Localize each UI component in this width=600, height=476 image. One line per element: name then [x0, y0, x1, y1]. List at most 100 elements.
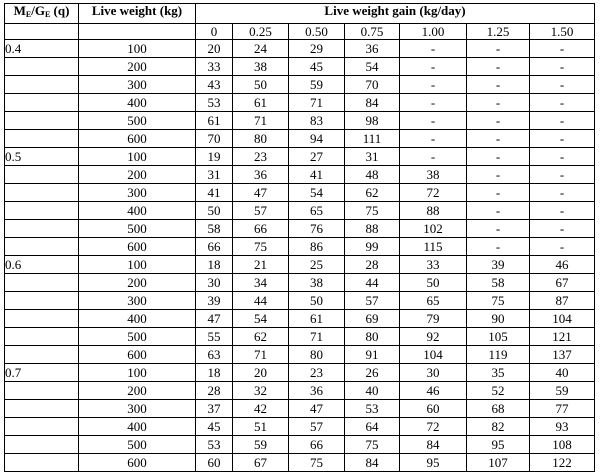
value-cell: 57: [232, 201, 289, 220]
gain-level-header: 0.75: [344, 23, 400, 40]
table-row: 400 53 61 71 84- - -: [4, 93, 596, 112]
value-cell: 39: [466, 255, 530, 274]
value-cell: 33: [195, 57, 233, 76]
value-cell: -: [528, 237, 596, 256]
value-cell: 75: [466, 291, 530, 310]
value-cell: 119: [466, 345, 530, 364]
value-cell: -: [466, 75, 530, 94]
live-weight-cell: 100: [78, 39, 196, 58]
value-cell: 29: [288, 39, 345, 58]
live-weight-cell: 300: [78, 291, 196, 310]
table-row: 600 66 75 86 99 115- -: [4, 237, 596, 256]
value-cell: 121: [528, 327, 596, 346]
value-cell: 59: [232, 435, 289, 454]
value-cell: 75: [344, 435, 400, 454]
value-cell: 58: [195, 219, 233, 238]
value-cell: -: [528, 111, 596, 130]
value-cell: 45: [195, 417, 233, 436]
value-cell: 31: [195, 165, 233, 184]
value-cell: 79: [399, 309, 467, 328]
value-cell: -: [466, 39, 530, 58]
value-cell: 105: [466, 327, 530, 346]
value-cell: 102: [399, 219, 467, 238]
q-ratio-cell: 0.4: [4, 39, 79, 58]
table-row: 500 58 66 76 88 102- -: [4, 219, 596, 238]
value-cell: 104: [528, 309, 596, 328]
value-cell: 65: [288, 201, 345, 220]
value-cell: 63: [195, 345, 233, 364]
value-cell: 84: [399, 435, 467, 454]
value-cell: -: [528, 129, 596, 148]
q-ratio-cell: [4, 381, 79, 400]
value-cell: 48: [344, 165, 400, 184]
value-cell: 40: [344, 381, 400, 400]
feed-requirement-table: ME/GE (q) Live weight (kg) Live weight g…: [4, 3, 596, 472]
value-cell: 52: [466, 381, 530, 400]
value-cell: 61: [232, 93, 289, 112]
header-row: ME/GE (q) Live weight (kg) Live weight g…: [4, 3, 596, 24]
value-cell: 23: [288, 363, 345, 382]
q-ratio-cell: [4, 57, 79, 76]
value-cell: -: [466, 129, 530, 148]
value-cell: -: [466, 93, 530, 112]
value-cell: 38: [288, 273, 345, 292]
q-ratio-cell: [4, 399, 79, 418]
value-cell: 47: [195, 309, 233, 328]
live-weight-cell: 500: [78, 111, 196, 130]
table-row: 0.7 100 18 20 23 26 30 35 40: [4, 363, 596, 382]
table-row: 200 30 34 38 44 50 58 67: [4, 273, 596, 292]
value-cell: 137: [528, 345, 596, 364]
value-cell: 80: [288, 345, 345, 364]
value-cell: 64: [344, 417, 400, 436]
value-cell: -: [399, 111, 467, 130]
value-cell: 62: [232, 327, 289, 346]
value-cell: 61: [288, 309, 345, 328]
value-cell: -: [466, 165, 530, 184]
live-weight-cell: 300: [78, 183, 196, 202]
empty-cell: [78, 23, 196, 40]
value-cell: 50: [232, 75, 289, 94]
value-cell: 83: [288, 111, 345, 130]
value-cell: 54: [344, 57, 400, 76]
value-cell: 41: [195, 183, 233, 202]
gain-level-header: 0.25: [232, 23, 289, 40]
q-ratio-cell: [4, 93, 79, 112]
value-cell: 95: [466, 435, 530, 454]
value-cell: -: [528, 201, 596, 220]
value-cell: -: [466, 219, 530, 238]
value-cell: -: [528, 93, 596, 112]
value-cell: 25: [288, 255, 345, 274]
value-cell: 53: [195, 93, 233, 112]
value-cell: 28: [344, 255, 400, 274]
value-cell: 67: [528, 273, 596, 292]
value-cell: 37: [195, 399, 233, 418]
value-cell: 45: [288, 57, 345, 76]
gain-level-header: 0: [195, 23, 233, 40]
value-cell: 95: [399, 453, 467, 472]
value-cell: 72: [399, 183, 467, 202]
value-cell: 94: [288, 129, 345, 148]
value-cell: 47: [288, 399, 345, 418]
value-cell: 34: [232, 273, 289, 292]
live-weight-cell: 200: [78, 57, 196, 76]
live-weight-cell: 400: [78, 417, 196, 436]
value-cell: -: [399, 93, 467, 112]
value-cell: 21: [232, 255, 289, 274]
value-cell: 58: [466, 273, 530, 292]
q-ratio-cell: [4, 327, 79, 346]
value-cell: -: [466, 183, 530, 202]
table-row: 400 47 54 61 69 79 90 104: [4, 309, 596, 328]
value-cell: 75: [232, 237, 289, 256]
live-weight-cell: 600: [78, 345, 196, 364]
table-row: 600 60 67 75 84 95 107 122: [4, 453, 596, 472]
gain-level-header: 0.50: [288, 23, 345, 40]
live-weight-cell: 200: [78, 273, 196, 292]
value-cell: 66: [195, 237, 233, 256]
value-cell: 23: [232, 147, 289, 166]
value-cell: 80: [344, 327, 400, 346]
q-ratio-cell: 0.6: [4, 255, 79, 274]
value-cell: 65: [399, 291, 467, 310]
value-cell: -: [399, 147, 467, 166]
table-row: 400 50 57 65 75 88- -: [4, 201, 596, 220]
